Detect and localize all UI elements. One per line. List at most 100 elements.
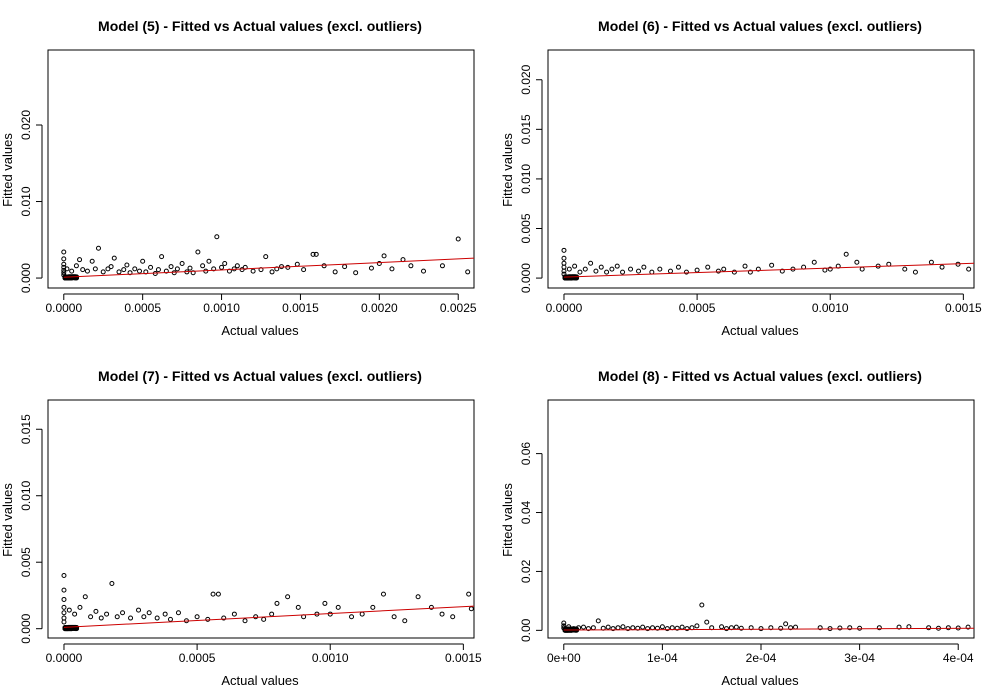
data-point — [234, 263, 240, 269]
plot-frame — [547, 49, 975, 289]
data-point — [605, 624, 611, 630]
data-point — [313, 251, 319, 257]
data-point — [561, 255, 567, 261]
y-tick-label: 0.000 — [19, 613, 33, 643]
data-point — [705, 264, 711, 270]
panel-title: Model (5) - Fitted vs Actual values (exc… — [98, 18, 422, 34]
y-tick-label: 0.020 — [519, 64, 533, 94]
data-point — [61, 610, 67, 616]
data-point — [89, 258, 95, 264]
data-point — [581, 624, 586, 630]
data-point — [466, 591, 472, 597]
data-point — [121, 267, 127, 273]
panel-model-5: Model (5) - Fitted vs Actual values (exc… — [0, 18, 477, 338]
data-point — [630, 625, 636, 631]
data-point — [561, 264, 567, 270]
data-point — [66, 607, 72, 613]
data-point — [109, 580, 115, 586]
data-point — [439, 611, 445, 617]
data-point — [148, 264, 154, 270]
data-point — [468, 606, 474, 612]
data-point — [391, 614, 397, 620]
data-point — [793, 624, 799, 630]
data-point — [274, 600, 280, 606]
data-point — [902, 266, 908, 272]
data-point — [64, 266, 70, 272]
data-point — [370, 604, 376, 610]
data-point — [190, 270, 196, 276]
data-point — [768, 625, 774, 631]
data-point — [843, 251, 849, 257]
plot-frame — [547, 399, 975, 639]
data-point — [146, 610, 152, 616]
data-point — [738, 625, 744, 631]
panel-title: Model (8) - Fitted vs Actual values (exc… — [598, 368, 922, 384]
data-point — [649, 269, 655, 275]
x-axis-label: Actual values — [221, 673, 299, 688]
data-point — [966, 266, 972, 272]
data-point — [88, 614, 94, 620]
data-point — [675, 264, 681, 270]
y-tick-label: 0.000 — [19, 263, 33, 293]
data-point — [310, 251, 316, 257]
data-point — [585, 626, 591, 632]
x-tick-label: 0.0015 — [445, 651, 482, 665]
data-point — [640, 624, 646, 630]
data-point — [342, 264, 348, 270]
data-point — [598, 264, 604, 270]
data-point — [187, 265, 193, 271]
data-point — [604, 269, 610, 275]
data-point — [61, 249, 67, 255]
x-tick-label: 0.0010 — [312, 651, 349, 665]
x-tick-label: 0.0005 — [124, 301, 161, 315]
y-tick-label: 0.005 — [19, 547, 33, 577]
y-tick-label: 0.010 — [519, 164, 533, 194]
data-point — [572, 263, 578, 269]
data-point — [561, 247, 567, 253]
data-point — [719, 624, 725, 630]
data-point — [645, 626, 651, 632]
data-point — [783, 621, 789, 627]
data-point — [561, 620, 567, 626]
data-point — [137, 268, 143, 274]
x-tick-label: 0.0005 — [179, 651, 216, 665]
y-tick-label: 0.015 — [19, 414, 33, 444]
data-point — [721, 266, 727, 272]
plot-frame — [47, 399, 475, 639]
data-point — [155, 267, 161, 273]
data-point — [61, 619, 67, 625]
data-point — [610, 626, 616, 632]
data-point — [465, 269, 471, 275]
x-tick-label: 2e-04 — [746, 651, 777, 665]
data-point — [654, 625, 660, 631]
data-point — [421, 268, 427, 274]
data-point — [381, 253, 387, 259]
data-point — [912, 269, 918, 275]
data-point — [571, 626, 577, 632]
y-tick-label: 0.02 — [519, 559, 533, 583]
x-tick-label: 0.0010 — [812, 301, 849, 315]
data-point — [206, 258, 212, 264]
plot-area: 0.0000 0.0005 0.0010 0.0015 0.0020 0.0025 0.00… — [19, 49, 477, 315]
data-point — [615, 625, 621, 631]
x-tick-label: 0.0000 — [45, 301, 82, 315]
data-point — [428, 604, 434, 610]
data-point — [69, 268, 75, 274]
data-point — [837, 625, 843, 631]
x-tick-label: 1e-04 — [647, 651, 678, 665]
data-point — [61, 256, 67, 262]
data-point — [779, 268, 785, 274]
data-point — [124, 262, 130, 268]
data-point — [174, 266, 180, 272]
data-point — [168, 264, 174, 270]
data-point — [455, 236, 461, 242]
data-point — [965, 624, 971, 630]
data-point — [450, 614, 456, 620]
data-point — [595, 618, 601, 624]
data-point — [301, 267, 307, 273]
data-point — [105, 266, 111, 272]
y-axis-label: Fitted values — [500, 483, 515, 557]
data-point — [926, 625, 932, 631]
data-point — [294, 261, 300, 267]
